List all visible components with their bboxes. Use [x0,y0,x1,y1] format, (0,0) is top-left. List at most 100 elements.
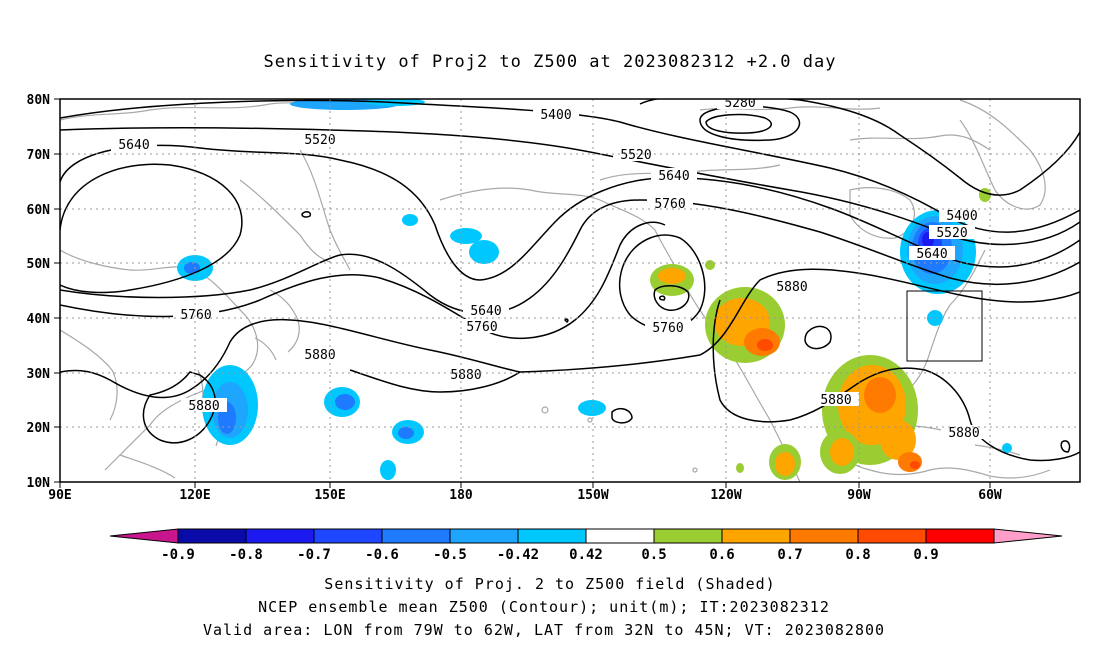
colorbar-label: -0.6 [365,547,399,563]
svg-text:5760: 5760 [652,321,683,336]
svg-text:5640: 5640 [658,169,689,184]
colorbar-swatch [381,528,451,544]
svg-text:5400: 5400 [540,108,571,123]
lon-tick-labels: 90E 120E 150E 180 150W 120W 90W 60W [48,488,1002,503]
svg-text:5640: 5640 [118,138,149,153]
caption-line-2: NCEP ensemble mean Z500 (Contour); unit(… [258,598,830,616]
map-panel: 5280 5400 5520 5640 5760 5880 5520 5640 … [27,93,1081,503]
lon-tick-label: 90E [48,488,71,503]
colorbar-under-triangle [109,528,179,544]
contour-label: 5880 [297,347,343,363]
colorbar-label: -0.5 [433,547,467,563]
contour-label: 5880 [813,392,859,408]
colorbar-swatch [313,528,383,544]
colorbar-swatch [177,528,247,544]
contour-label: 5400 [939,208,985,224]
lat-tick-label: 50N [27,257,51,272]
contour-5520 [60,126,1080,246]
svg-text:5520: 5520 [304,133,335,148]
contour-label: 5640 [463,303,509,319]
colorbar-swatch [721,528,791,544]
lat-tick-label: 80N [27,93,51,108]
lon-tick-label: 90W [847,488,871,503]
contour-label: 5880 [769,279,815,295]
colorbar-over-triangle [993,528,1063,544]
lon-tick-label: 120W [710,488,741,503]
colorbar-swatch [517,528,587,544]
lon-tick-label: 60W [978,488,1002,503]
lon-tick-label: 150W [577,488,608,503]
svg-text:5640: 5640 [916,247,947,262]
axis-ticks [54,98,991,488]
contour-label: 5760 [173,307,219,323]
svg-text:5760: 5760 [466,320,497,335]
svg-text:5520: 5520 [936,226,967,241]
contour-label: 5880 [443,367,489,383]
contour-label: 5640 [909,246,955,262]
caption-line-3: Valid area: LON from 79W to 62W, LAT fro… [203,621,885,639]
contour-5280 [699,105,801,142]
contour-5640 [60,144,1080,281]
colorbar-label: 0.7 [777,547,802,563]
gridlines [60,99,1080,482]
caption-line-1: Sensitivity of Proj. 2 to Z500 field (Sh… [324,575,775,593]
colorbar-swatch [449,528,519,544]
lat-tick-labels: 80N 70N 60N 50N 40N 30N 20N 10N [27,93,51,491]
contour-label: 5520 [613,147,659,163]
figure-title: Sensitivity of Proj2 to Z500 at 20230823… [264,52,837,72]
colorbar-label: 0.6 [709,547,734,563]
contour-5760 [60,199,1080,315]
contour-label: 5880 [181,398,227,414]
contour-5880 [60,318,521,399]
contour-label: 5520 [297,132,343,148]
map-frame [59,98,1081,483]
contour-label: 5880 [941,425,987,441]
svg-text:5760: 5760 [654,197,685,212]
lat-tick-label: 40N [27,312,51,327]
colorbar-swatch [245,528,315,544]
svg-text:5880: 5880 [948,426,979,441]
svg-text:5760: 5760 [180,308,211,323]
contour-label: 5760 [647,196,693,212]
colorbar-label: -0.42 [497,547,539,563]
contour-labels: 5280 5400 5520 5640 5760 5880 5520 5640 … [111,96,987,441]
contour-label: 5280 [717,96,763,111]
svg-text:5520: 5520 [620,148,651,163]
svg-text:5880: 5880 [820,393,851,408]
svg-text:5280: 5280 [724,96,755,111]
colorbar-label: -0.7 [297,547,331,563]
svg-text:5880: 5880 [776,280,807,295]
contour-label: 5760 [459,319,505,335]
colorbar-swatch [857,528,927,544]
contour-label: 5640 [111,137,157,153]
colorbar-swatch [653,528,723,544]
captions: Sensitivity of Proj. 2 to Z500 field (Sh… [203,575,885,639]
svg-text:5640: 5640 [470,304,501,319]
colorbar-label: 0.42 [569,547,603,563]
contour-label: 5400 [533,107,579,123]
svg-text:5880: 5880 [450,368,481,383]
contour-label: 5640 [651,168,697,184]
colorbar-label: 0.5 [641,547,666,563]
colorbar-label: 0.8 [845,547,870,563]
lon-tick-label: 120E [179,488,210,503]
lon-tick-label: 180 [449,488,473,503]
sensitivity-shading [177,99,1012,480]
svg-text:5400: 5400 [946,209,977,224]
lat-tick-label: 30N [27,367,51,382]
valid-area-box [906,290,983,362]
lat-tick-label: 70N [27,148,51,163]
colorbar-label: 0.9 [913,547,938,563]
contour-label: 5520 [929,225,975,241]
coastlines [60,99,1051,482]
lat-tick-label: 10N [27,476,51,491]
colorbar: -0.9 -0.8 -0.7 -0.6 -0.5 -0.42 0.42 0.5 0.6 0.7 0.… [109,528,1063,563]
contour-label: 5760 [645,320,691,336]
svg-text:5880: 5880 [304,348,335,363]
svg-text:5880: 5880 [188,399,219,414]
lon-tick-label: 150E [314,488,345,503]
lat-tick-label: 20N [27,421,51,436]
colorbar-label: -0.8 [229,547,263,563]
colorbar-swatch [585,528,655,544]
